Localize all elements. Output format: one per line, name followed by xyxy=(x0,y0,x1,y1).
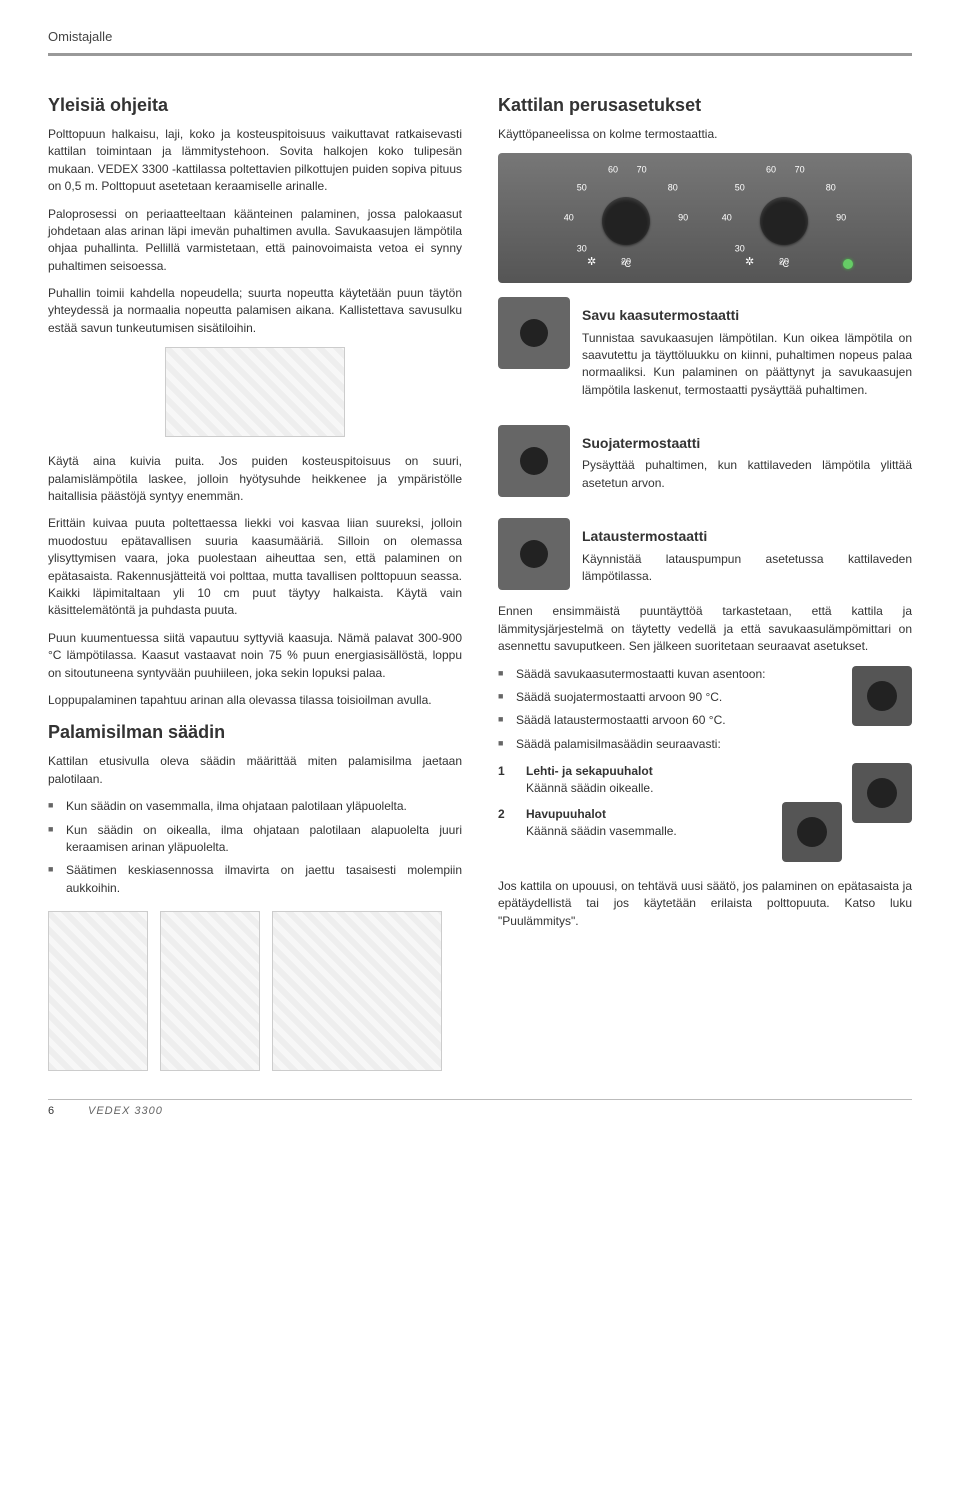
dial-unit: °C xyxy=(779,258,789,271)
lataus-bullet-0: Säädä savukaasutermostaatti kuvan asento… xyxy=(498,666,912,683)
dial-tick: 50 xyxy=(735,181,745,194)
lataus-title: Lataustermostaatti xyxy=(582,526,912,546)
dial-tick: 80 xyxy=(668,181,678,194)
dial-unit: °C xyxy=(621,258,631,271)
dial-tick: 40 xyxy=(722,212,732,225)
header-rule xyxy=(48,53,912,56)
dial-tick: 80 xyxy=(826,181,836,194)
dial-right: 20 30 40 50 60 70 80 90 ✲ °C xyxy=(719,163,849,273)
indicator-lamp xyxy=(843,259,853,269)
main-columns: Yleisiä ohjeita Polttopuun halkaisu, laj… xyxy=(48,92,912,1071)
step-2-body: Käännä säädin vasemmalle. xyxy=(526,824,677,838)
dial-tick: 50 xyxy=(577,181,587,194)
savu-dial-icon xyxy=(498,297,570,369)
dial-knob xyxy=(760,197,808,245)
right-column: Kattilan perusasetukset Käyttöpaneelissa… xyxy=(498,92,912,1071)
puut-p2: Erittäin kuivaa puuta poltettaessa liekk… xyxy=(48,515,462,619)
dial-tick: 90 xyxy=(836,212,846,225)
airflow-diagram-left xyxy=(48,911,148,1071)
section-title-kattila: Kattilan perusasetukset xyxy=(498,92,912,118)
puut-p4: Loppupalaminen tapahtuu arinan alla olev… xyxy=(48,692,462,709)
kattila-intro: Käyttöpaneelissa on kolme termostaattia. xyxy=(498,126,912,143)
saadin-bullet-2: Säätimen keskiasennossa ilmavirta on jae… xyxy=(48,862,462,897)
lataus-text: Käynnistää latauspumpun asetetussa katti… xyxy=(582,551,912,586)
section-title-saadin: Palamisilman säädin xyxy=(48,719,462,745)
cutaway-diagram xyxy=(165,347,345,437)
dial-knob xyxy=(602,197,650,245)
savu-text: Tunnistaa savukaasujen lämpötilan. Kun o… xyxy=(582,330,912,400)
page-header-owner: Omistajalle xyxy=(48,28,912,47)
dial-tick: 30 xyxy=(577,243,587,256)
saadin-bullet-1: Kun säädin on oikealla, ilma ohjataan pa… xyxy=(48,822,462,857)
product-name: VEDEX 3300 xyxy=(88,1104,163,1120)
step-1: 1 Lehti- ja sekapuuhalot Käännä säädin o… xyxy=(498,763,912,798)
lataus-bullet-3: Säädä palamisilmasäädin seuraavasti: xyxy=(498,736,912,753)
dial-tick: 60 xyxy=(608,163,618,176)
airflow-diagram-center xyxy=(160,911,260,1071)
lataus-row: Lataustermostaatti Käynnistää latauspump… xyxy=(498,518,912,595)
suoja-title: Suojatermostaatti xyxy=(582,433,912,453)
step-1-body: Käännä säädin oikealle. xyxy=(526,781,653,795)
fan-icon: ✲ xyxy=(745,255,754,271)
step-2-title: Havupuuhalot xyxy=(526,806,912,823)
inline-knob-3 xyxy=(782,802,842,862)
saadin-bullet-0: Kun säädin on vasemmalla, ilma ohjataan … xyxy=(48,798,462,815)
savu-title: Savu kaasutermostaatti xyxy=(582,305,912,325)
dial-tick: 90 xyxy=(678,212,688,225)
lataus-bullet-2: Säädä lataustermostaatti arvoon 60 °C. xyxy=(498,712,912,729)
airflow-diagrams xyxy=(48,911,462,1071)
lataus-bullets: Säädä savukaasutermostaatti kuvan asento… xyxy=(498,666,912,754)
dial-tick: 70 xyxy=(795,163,805,176)
dial-tick: 40 xyxy=(564,212,574,225)
saadin-intro: Kattilan etusivulla oleva säädin määritt… xyxy=(48,753,462,788)
page-footer: 6 VEDEX 3300 xyxy=(48,1099,912,1120)
puut-p1: Käytä aina kuivia puita. Jos puiden kost… xyxy=(48,453,462,505)
suoja-dial-icon xyxy=(498,425,570,497)
yleisia-p1: Polttopuun halkaisu, laji, koko ja koste… xyxy=(48,126,462,196)
airflow-diagram-right xyxy=(272,911,442,1071)
puut-p3: Puun kuumentuessa siitä vapautuu syttyvi… xyxy=(48,630,462,682)
suoja-row: Suojatermostaatti Pysäyttää puhaltimen, … xyxy=(498,425,912,502)
dial-left: 20 30 40 50 60 70 80 90 ✲ °C xyxy=(561,163,691,273)
dial-tick: 70 xyxy=(637,163,647,176)
lataus-bullet-1: Säädä suojatermostaatti arvoon 90 °C. xyxy=(498,689,912,706)
fan-icon: ✲ xyxy=(587,255,596,271)
section-title-yleisia: Yleisiä ohjeita xyxy=(48,92,462,118)
yleisia-p2: Paloprosessi on periaatteeltaan kääntein… xyxy=(48,206,462,276)
suoja-text: Pysäyttää puhaltimen, kun kattilaveden l… xyxy=(582,457,912,492)
dial-tick: 30 xyxy=(735,243,745,256)
savu-row: Savu kaasutermostaatti Tunnistaa savukaa… xyxy=(498,297,912,409)
yleisia-p3: Puhallin toimii kahdella nopeudella; suu… xyxy=(48,285,462,337)
wood-steps: 1 Lehti- ja sekapuuhalot Käännä säädin o… xyxy=(498,763,912,841)
dial-tick: 60 xyxy=(766,163,776,176)
step-1-title: Lehti- ja sekapuuhalot xyxy=(526,763,912,780)
page-number: 6 xyxy=(48,1104,88,1120)
step-1-num: 1 xyxy=(498,763,505,780)
dial-panel: 20 30 40 50 60 70 80 90 ✲ °C 20 30 40 50… xyxy=(498,153,912,283)
lataus-after: Ennen ensimmäistä puuntäyttöä tarkasteta… xyxy=(498,603,912,655)
left-column: Yleisiä ohjeita Polttopuun halkaisu, laj… xyxy=(48,92,462,1071)
step-2-num: 2 xyxy=(498,806,505,823)
step-2: 2 Havupuuhalot Käännä säädin vasemmalle. xyxy=(498,806,912,841)
lataus-dial-icon xyxy=(498,518,570,590)
closing-paragraph: Jos kattila on upouusi, on tehtävä uusi … xyxy=(498,878,912,930)
saadin-bullets: Kun säädin on vasemmalla, ilma ohjataan … xyxy=(48,798,462,897)
